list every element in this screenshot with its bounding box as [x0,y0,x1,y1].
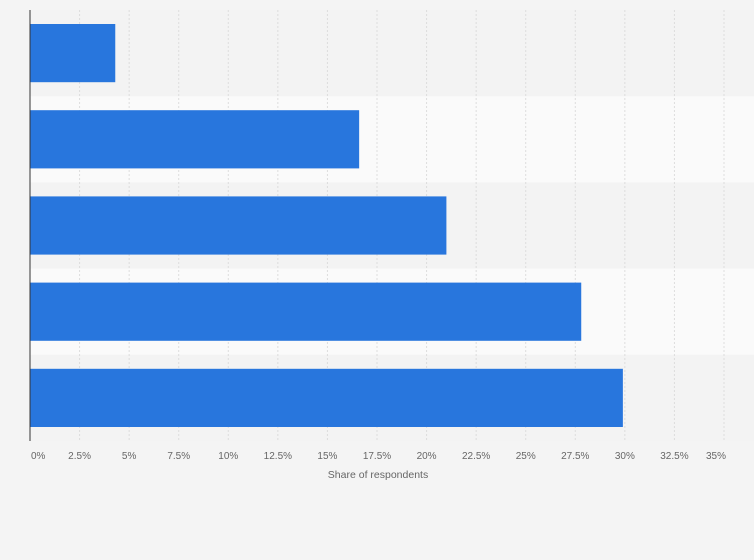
x-tick-label: 2.5% [68,451,91,462]
x-axis-tick-labels: 0% 2.5% 5% 7.5% 10% 12.5% 15% 17.5% 20% 22.5% 25% 2… [31,451,726,462]
x-tick-label: 7.5% [167,451,190,462]
bar [30,24,116,83]
bar [30,282,582,341]
row-band [30,10,754,97]
x-tick-label: 30% [615,451,635,462]
bars [30,24,623,427]
x-tick-label: 5% [122,451,137,462]
x-axis-title: Share of respondents [328,469,428,481]
bar [30,196,447,255]
x-tick-label: 10% [218,451,238,462]
x-tick-label: 12.5% [264,451,292,462]
x-tick-label: 22.5% [462,451,490,462]
x-tick-label: 32.5% [660,451,688,462]
x-tick-label: 25% [516,451,536,462]
bar [30,110,360,169]
x-tick-label: 0% [31,451,46,462]
x-tick-label: 35% [706,451,726,462]
x-tick-label: 15% [317,451,337,462]
x-tick-label: 17.5% [363,451,391,462]
x-tick-label: 20% [417,451,437,462]
x-tick-label: 27.5% [561,451,589,462]
bar [30,368,623,427]
